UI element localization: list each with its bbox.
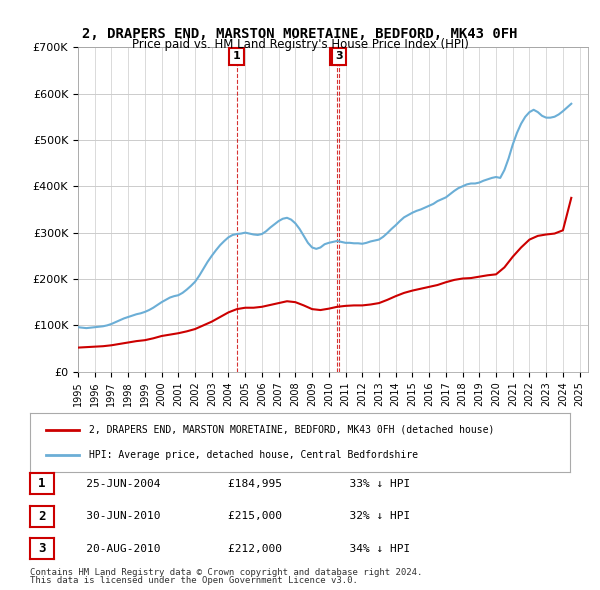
Text: 2: 2 — [333, 51, 341, 61]
Text: 3: 3 — [335, 51, 343, 61]
Text: 1: 1 — [233, 51, 241, 61]
Text: 3: 3 — [38, 542, 46, 555]
Text: 2, DRAPERS END, MARSTON MORETAINE, BEDFORD, MK43 0FH: 2, DRAPERS END, MARSTON MORETAINE, BEDFO… — [82, 27, 518, 41]
Text: 25-JUN-2004          £184,995          33% ↓ HPI: 25-JUN-2004 £184,995 33% ↓ HPI — [66, 479, 410, 489]
Text: 1: 1 — [38, 477, 46, 490]
Text: This data is licensed under the Open Government Licence v3.0.: This data is licensed under the Open Gov… — [30, 576, 358, 585]
Text: 2, DRAPERS END, MARSTON MORETAINE, BEDFORD, MK43 0FH (detached house): 2, DRAPERS END, MARSTON MORETAINE, BEDFO… — [89, 425, 495, 434]
Text: HPI: Average price, detached house, Central Bedfordshire: HPI: Average price, detached house, Cent… — [89, 451, 418, 460]
Text: 20-AUG-2010          £212,000          34% ↓ HPI: 20-AUG-2010 £212,000 34% ↓ HPI — [66, 544, 410, 553]
Text: 30-JUN-2010          £215,000          32% ↓ HPI: 30-JUN-2010 £215,000 32% ↓ HPI — [66, 512, 410, 521]
Text: 2: 2 — [38, 510, 46, 523]
Text: Price paid vs. HM Land Registry's House Price Index (HPI): Price paid vs. HM Land Registry's House … — [131, 38, 469, 51]
Text: Contains HM Land Registry data © Crown copyright and database right 2024.: Contains HM Land Registry data © Crown c… — [30, 568, 422, 577]
